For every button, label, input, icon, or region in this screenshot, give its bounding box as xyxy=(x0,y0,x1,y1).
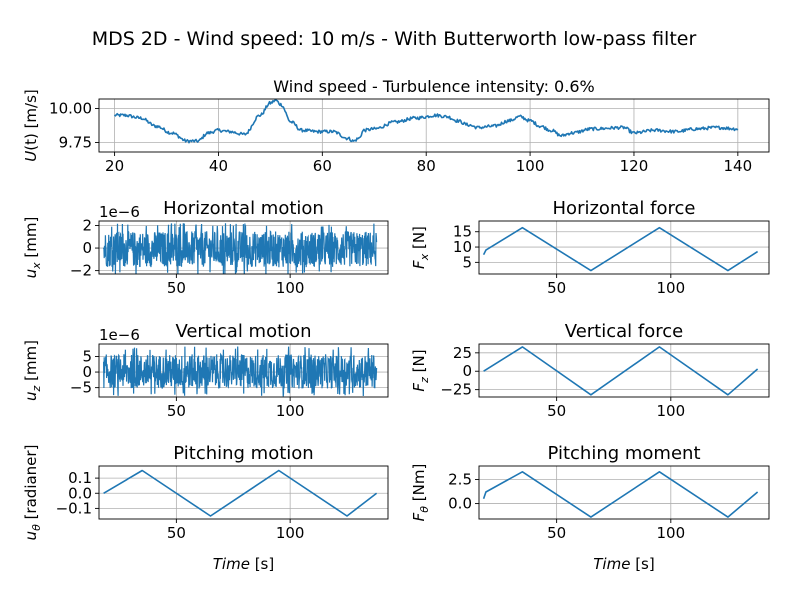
x-tick-label: 20 xyxy=(105,157,124,175)
chart-pmotion: 50 100 −0.10.00.1 Pitching motion uθ [radian… xyxy=(22,443,389,573)
chart-wind: 20 40 60 80 100 120 140 9.75 10.00 Wind speed - T… xyxy=(22,77,770,175)
y-tick-label: 5 xyxy=(462,253,472,271)
y-axis-label: ux [mm] xyxy=(22,217,43,279)
data-line-hforce xyxy=(482,226,759,272)
y-tick-label: 10 xyxy=(453,238,472,256)
data-line-wind xyxy=(113,99,739,144)
y-tick-label: −25 xyxy=(440,381,472,399)
axis-offset-label: 1e−6 xyxy=(99,203,140,221)
axes-title: Vertical force xyxy=(565,321,683,342)
x-tick-label: 40 xyxy=(209,157,228,175)
x-tick-label: 50 xyxy=(547,524,566,542)
y-tick-label: −5 xyxy=(70,379,92,397)
y-axis-label: uθ [radianer] xyxy=(22,445,43,541)
y-tick-label: −0.1 xyxy=(56,499,92,517)
data-line-vforce xyxy=(483,346,759,396)
data-line-vmotion xyxy=(103,346,378,397)
y-tick-label: 0.0 xyxy=(448,495,472,513)
y-tick-label: 2 xyxy=(82,217,92,235)
data-line-pmotion xyxy=(103,469,378,517)
x-tick-label: 100 xyxy=(656,279,685,297)
axes-frame xyxy=(98,98,770,153)
data-line-hmotion xyxy=(103,223,378,274)
x-axis-label: Time [s] xyxy=(213,555,274,573)
axes-title: Pitching motion xyxy=(173,443,313,464)
axes-title: Horizontal force xyxy=(553,198,696,219)
axes-frame xyxy=(98,220,389,275)
x-tick-label: 140 xyxy=(724,157,753,175)
y-tick-label: 15 xyxy=(453,223,472,241)
x-tick-label: 100 xyxy=(516,157,545,175)
y-tick-label: 9.75 xyxy=(59,133,92,151)
x-tick-label: 50 xyxy=(167,402,186,420)
y-axis-label: Fx [N] xyxy=(410,226,431,269)
x-tick-label: 60 xyxy=(313,157,332,175)
figure-title: MDS 2D - Wind speed: 10 m/s - With Butte… xyxy=(92,28,697,50)
x-tick-label: 100 xyxy=(276,402,305,420)
axes-title: Wind speed - Turbulence intensity: 0.6% xyxy=(273,77,594,96)
x-tick-label: 120 xyxy=(620,157,649,175)
data-line-pmoment xyxy=(482,470,759,518)
x-tick-label: 80 xyxy=(417,157,436,175)
y-axis-label: Fz [N] xyxy=(410,349,431,391)
x-tick-label: 100 xyxy=(276,524,305,542)
y-tick-label: 25 xyxy=(453,344,472,362)
y-axis-label: uz [mm] xyxy=(22,340,43,401)
chart-hmotion: 50 100 −2 0 2 Horizontal motion 1e−6 ux [mm] xyxy=(22,198,389,297)
y-tick-label: 0 xyxy=(462,362,472,380)
y-axis-label: Fθ [Nm] xyxy=(410,464,431,522)
y-tick-label: 2.5 xyxy=(448,470,472,488)
x-tick-label: 50 xyxy=(547,402,566,420)
x-tick-label: 100 xyxy=(656,524,685,542)
y-tick-label: 5 xyxy=(82,347,92,365)
axes-title: Vertical motion xyxy=(175,321,311,342)
x-tick-label: 50 xyxy=(167,524,186,542)
axes-frame xyxy=(98,465,389,520)
chart-pmoment: 50 100 0.0 2.5 Pitching moment Fθ [Nm] Time [s… xyxy=(410,443,770,573)
x-tick-label: 50 xyxy=(547,279,566,297)
y-tick-label: 0 xyxy=(82,363,92,381)
y-tick-label: −2 xyxy=(70,262,92,280)
y-axis-label: U(t) [m/s] xyxy=(22,89,40,162)
x-tick-label: 50 xyxy=(167,279,186,297)
axes-frame xyxy=(478,220,770,275)
axes-title: Pitching moment xyxy=(548,443,701,464)
y-tick-label: 0.1 xyxy=(68,469,92,487)
axes-frame xyxy=(478,343,770,398)
x-axis-label: Time [s] xyxy=(593,555,654,573)
chart-vmotion: 50 100 −505 Vertical motion 1e−6 uz [mm] xyxy=(22,321,389,420)
axis-offset-label: 1e−6 xyxy=(99,326,140,344)
y-tick-label: 0.0 xyxy=(68,484,92,502)
axes-frame xyxy=(478,465,770,520)
x-tick-label: 100 xyxy=(276,279,305,297)
axes-frame xyxy=(98,343,389,398)
axes-title: Horizontal motion xyxy=(163,198,324,219)
y-tick-label: 0 xyxy=(82,239,92,257)
y-tick-label: 10.00 xyxy=(49,100,92,118)
x-tick-label: 100 xyxy=(656,402,685,420)
